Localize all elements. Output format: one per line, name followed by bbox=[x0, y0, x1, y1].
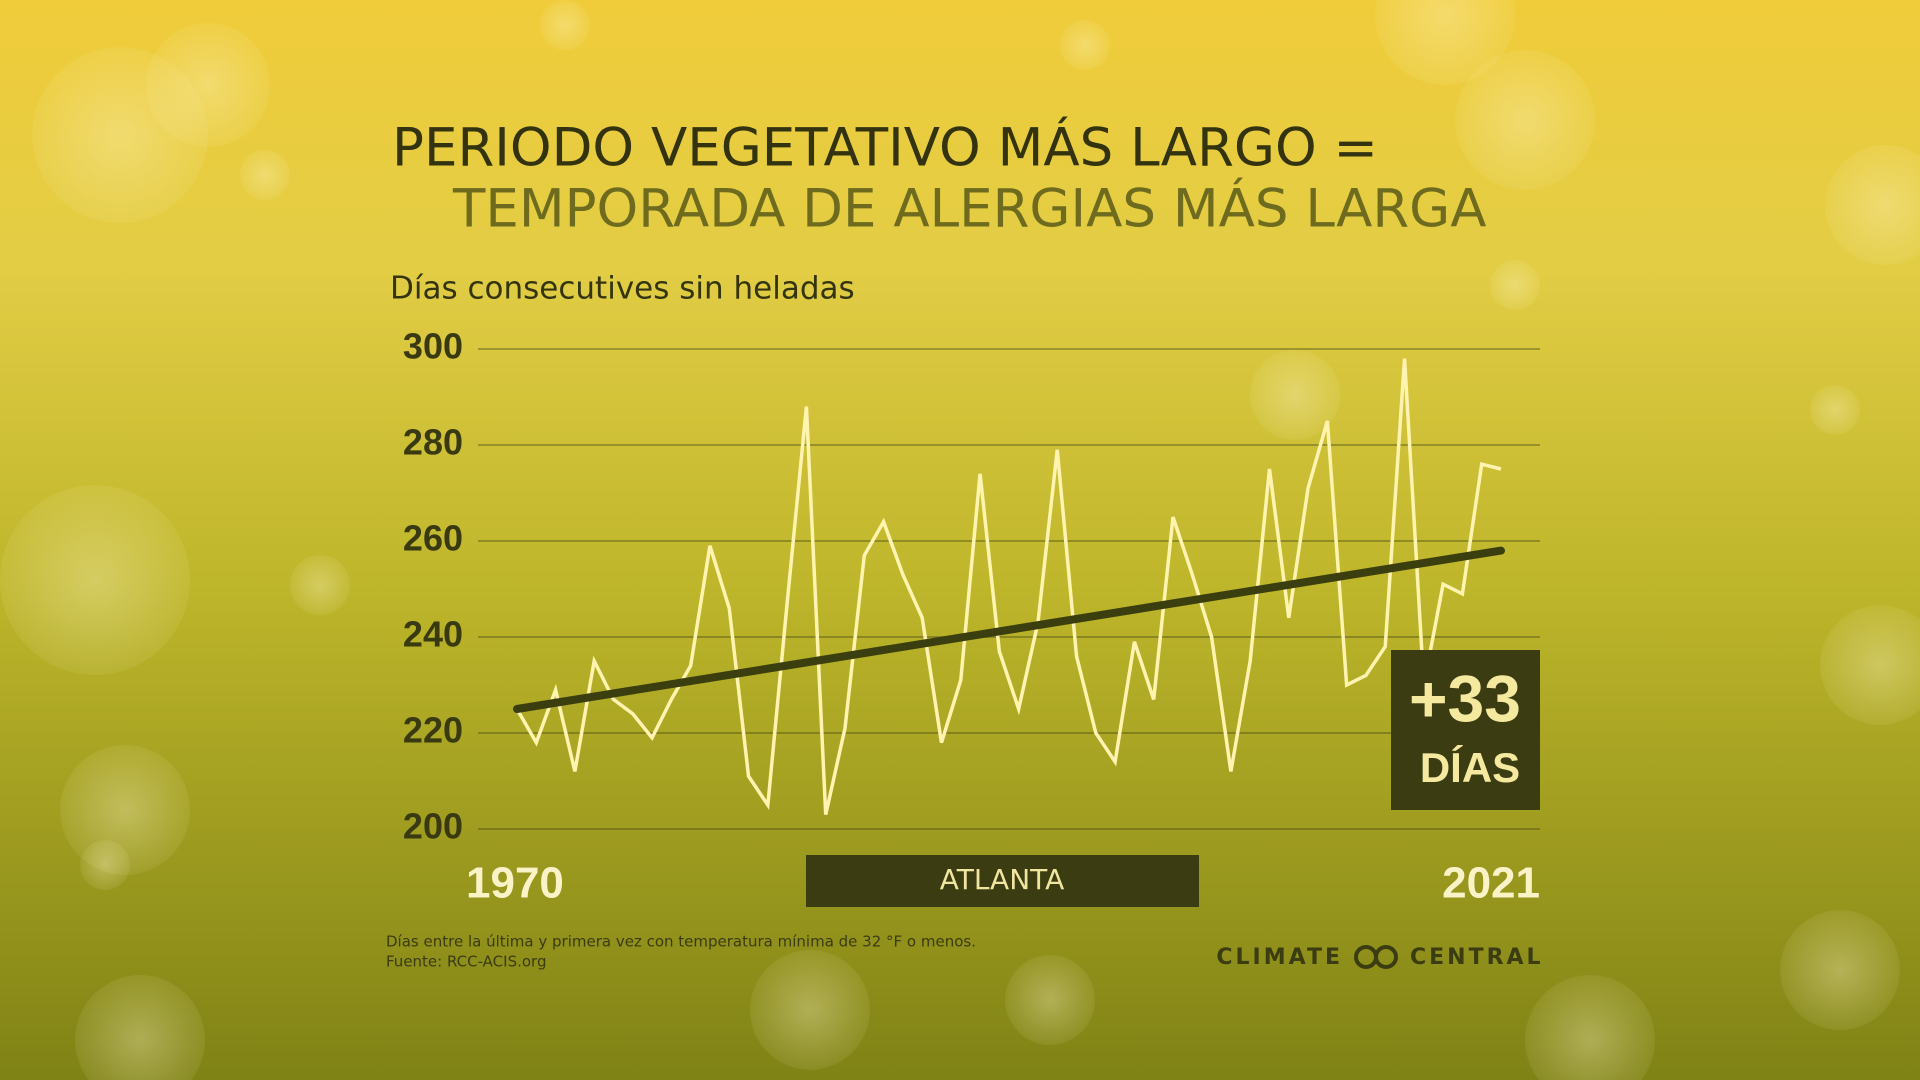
y-tick-label: 200 bbox=[403, 806, 463, 847]
y-tick-label: 260 bbox=[403, 518, 463, 559]
y-tick-label: 300 bbox=[403, 326, 463, 367]
annotation-unit: DÍAS bbox=[1420, 744, 1520, 791]
plot-area: 200 220 240 260 280 300 1970 2021 bbox=[403, 326, 1540, 908]
y-axis-label: Días consecutives sin heladas bbox=[390, 271, 855, 307]
x-tick-label: 1970 bbox=[466, 859, 564, 908]
annotation-box bbox=[1391, 650, 1540, 810]
x-tick-label: 2021 bbox=[1442, 859, 1540, 908]
location-label: ATLANTA bbox=[940, 863, 1065, 896]
brand-left: CLIMATE bbox=[1216, 945, 1343, 970]
y-tick-label: 280 bbox=[403, 422, 463, 463]
annotation-value: +33 bbox=[1409, 661, 1521, 735]
chart-subtitle: TEMPORADA DE ALERGIAS MÁS LARGA bbox=[452, 177, 1487, 240]
brand-right: CENTRAL bbox=[1410, 945, 1544, 970]
trend-line bbox=[513, 546, 1505, 713]
brand-logo bbox=[1354, 945, 1398, 969]
location-box bbox=[806, 855, 1199, 907]
chart-title: PERIODO VEGETATIVO MÁS LARGO = bbox=[392, 116, 1378, 179]
source: Fuente: RCC-ACIS.org bbox=[386, 953, 546, 971]
footnote: Días entre la última y primera vez con t… bbox=[386, 933, 976, 951]
y-tick-label: 220 bbox=[403, 710, 463, 751]
y-tick-label: 240 bbox=[403, 614, 463, 655]
